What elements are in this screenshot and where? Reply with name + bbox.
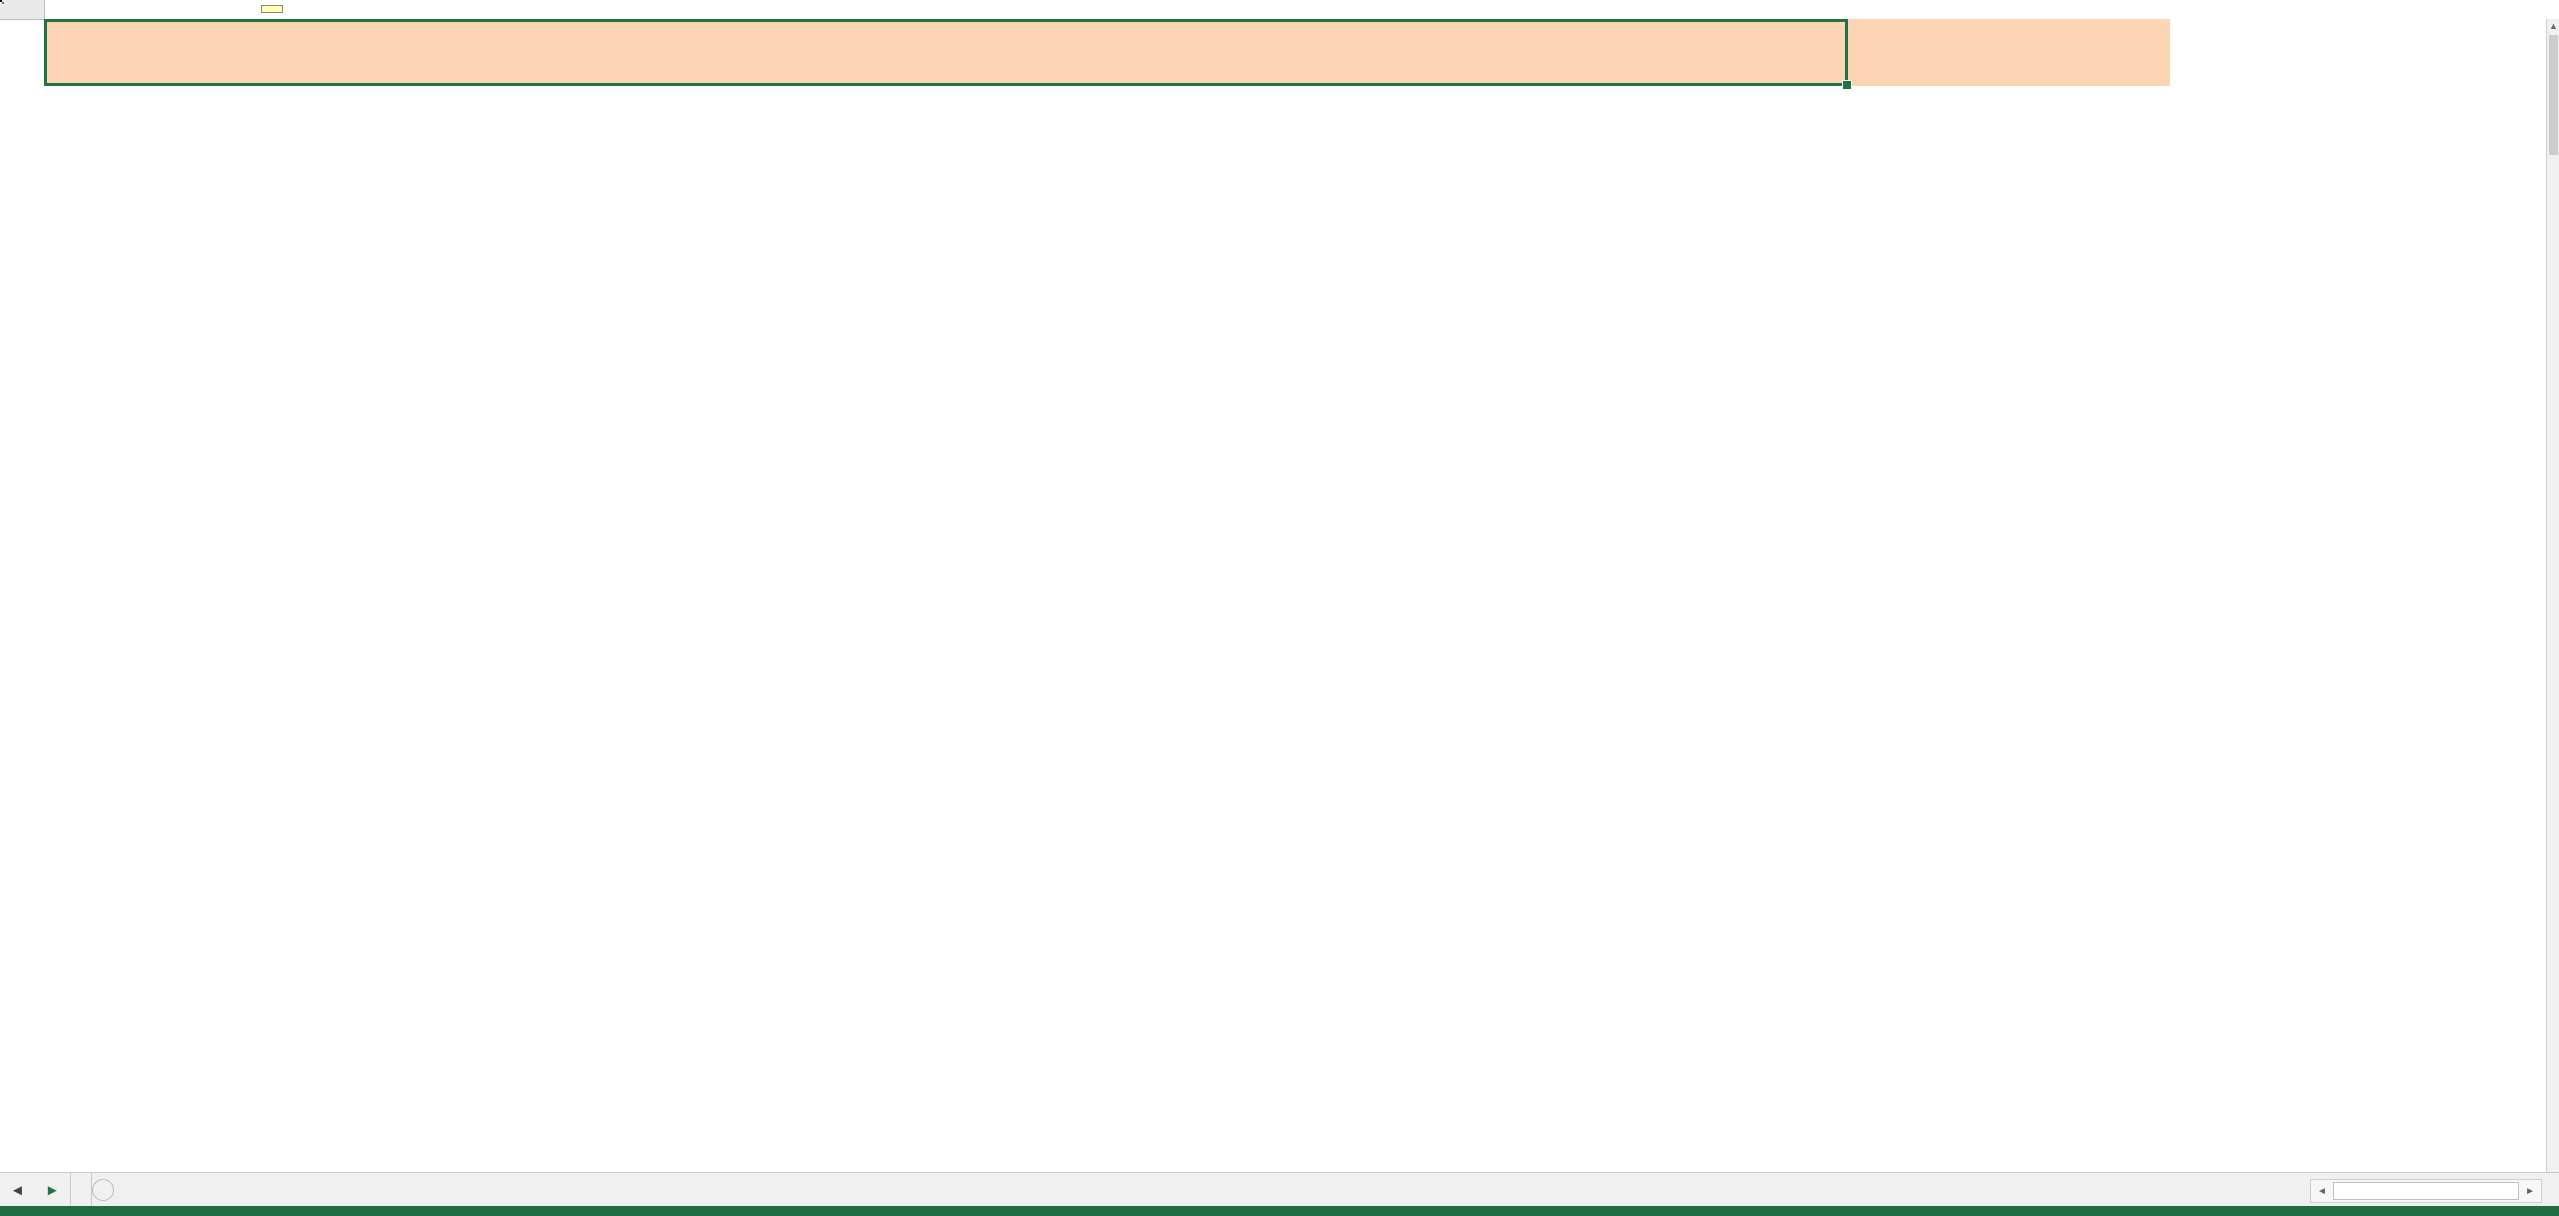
vertical-scrollbar[interactable]: ▲ <box>2546 19 2559 1172</box>
mini-chart-title <box>261 5 283 13</box>
selection-fill-handle[interactable] <box>1842 80 1852 90</box>
scroll-thumb[interactable] <box>2549 35 2558 155</box>
title-band-fill <box>1330 19 2170 86</box>
select-all-corner[interactable] <box>0 0 45 20</box>
tab-nav-right[interactable]: ► <box>35 1173 71 1207</box>
add-sheet-button[interactable] <box>91 1179 114 1201</box>
tab-overflow[interactable] <box>71 1173 92 1207</box>
hscroll-right-arrow[interactable]: ► <box>2525 1185 2535 1197</box>
hscroll-thumb[interactable] <box>2332 1182 2520 1200</box>
sheet-tab-bar: ◄ ► ◄ ► <box>0 1172 2559 1207</box>
horizontal-scrollbar[interactable]: ◄ ► <box>2310 1179 2542 1203</box>
hscroll-left-arrow[interactable]: ◄ <box>2317 1185 2327 1197</box>
mini-chart-partial <box>0 0 283 13</box>
tab-nav-left[interactable]: ◄ <box>10 1181 25 1199</box>
scroll-up-arrow[interactable]: ▲ <box>2549 21 2558 31</box>
status-bar <box>0 1206 2559 1216</box>
sheet-title-cell[interactable] <box>44 19 1330 86</box>
